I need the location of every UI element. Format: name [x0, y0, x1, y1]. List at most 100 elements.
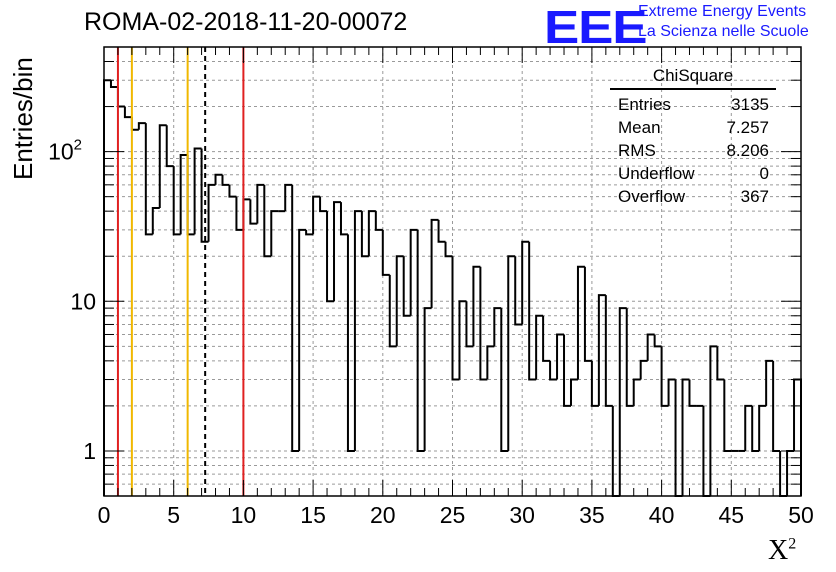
- histogram-bin: [430, 218, 439, 309]
- histogram-bin: [319, 196, 328, 213]
- stats-row-mean: Mean 7.257: [610, 116, 776, 139]
- histogram-bin: [528, 241, 537, 381]
- logo-tagline-1: Extreme Energy Events: [638, 3, 807, 20]
- y-axis-label: Entries/bin: [8, 57, 38, 180]
- eee-logo: EEE: [544, 1, 648, 53]
- histogram-bin: [514, 256, 523, 326]
- x-axis-label-base: X: [768, 535, 789, 566]
- histogram-bin: [479, 266, 488, 381]
- histogram-bin: [507, 255, 516, 451]
- stats-box: ChiSquare Entries 3135 Mean 7.257 RMS 8.206…: [610, 66, 776, 208]
- stats-row-entries: Entries 3135: [610, 93, 776, 116]
- histogram-bin: [312, 195, 321, 235]
- histogram-bin: [381, 229, 390, 276]
- histogram-bin: [158, 124, 167, 208]
- histogram-bin: [256, 183, 265, 224]
- stats-value: 3135: [731, 95, 769, 114]
- x-tick-label: 0: [98, 502, 111, 528]
- x-axis-label: X2: [768, 535, 796, 567]
- histogram-bin: [242, 198, 251, 230]
- histogram-bin: [590, 360, 599, 407]
- x-axis-label-sup: 2: [788, 535, 797, 553]
- y-tick-label: 1: [83, 438, 96, 464]
- histogram-bin: [151, 207, 160, 235]
- histogram-bin: [569, 378, 578, 406]
- histogram-bin: [758, 404, 767, 451]
- histogram-bin: [116, 87, 125, 108]
- stats-label: Entries: [618, 95, 671, 114]
- histogram-bin: [563, 334, 571, 407]
- histogram-bin: [298, 228, 307, 451]
- histogram-bin: [772, 360, 781, 452]
- histogram-bin: [263, 184, 272, 258]
- histogram-bin: [646, 333, 655, 361]
- histogram-bin: [186, 154, 195, 236]
- histogram-bin: [667, 378, 676, 406]
- histogram-bin: [423, 307, 432, 451]
- x-tick-label: 20: [370, 502, 396, 528]
- histogram-bin: [521, 240, 530, 325]
- histogram-bin: [751, 405, 760, 452]
- stats-value: 367: [740, 187, 769, 206]
- histogram-bin: [137, 122, 146, 130]
- histogram-bin: [576, 265, 585, 380]
- x-tick-label: 50: [788, 502, 814, 528]
- reference-lines: [116, 47, 245, 496]
- histogram-bin: [395, 255, 404, 347]
- stats-row-rms: RMS 8.206: [610, 139, 776, 162]
- histogram-bin: [333, 201, 341, 302]
- histogram-bin: [458, 300, 467, 380]
- histogram-bin: [103, 79, 111, 496]
- stats-value: 8.206: [726, 141, 769, 160]
- histogram-bin: [249, 199, 258, 225]
- stats-label: Overflow: [618, 187, 686, 206]
- histogram-bin: [542, 315, 551, 362]
- stats-label: Mean: [618, 118, 661, 137]
- histogram-bin: [688, 379, 697, 407]
- histogram-bin: [291, 184, 300, 452]
- histogram-bin: [402, 256, 411, 317]
- histogram-bin: [228, 184, 237, 198]
- histogram-bin: [681, 378, 690, 496]
- stats-label: Underflow: [618, 164, 695, 183]
- histogram-bin: [270, 210, 279, 257]
- histogram-bin: [632, 378, 641, 406]
- histogram-bin: [172, 166, 181, 236]
- logo-tagline-2: La Scienza nelle Scuole: [638, 23, 809, 40]
- histogram-bin: [409, 228, 418, 316]
- histogram-bin: [618, 307, 627, 496]
- histogram-bin: [493, 307, 502, 347]
- x-tick-label: 10: [231, 502, 257, 528]
- stats-row-overflow: Overflow 367: [610, 185, 776, 208]
- histogram-series: [103, 79, 802, 497]
- stats-value: 7.257: [726, 118, 769, 137]
- histogram-bin: [744, 404, 753, 451]
- y-tick-labels: 1 10 102: [48, 137, 96, 464]
- histogram-bin: [625, 308, 634, 407]
- x-tick-label: 30: [509, 502, 535, 528]
- y-tick-label: 102: [48, 137, 82, 165]
- histogram-bin: [346, 234, 355, 452]
- histogram-bin: [416, 229, 425, 452]
- histogram-bin: [556, 333, 565, 380]
- histogram-bin: [305, 229, 314, 236]
- histogram-bin: [486, 345, 495, 380]
- stats-label: RMS: [618, 141, 656, 160]
- histogram-bin: [437, 219, 446, 243]
- histogram-bin: [653, 334, 662, 348]
- histogram-bin: [472, 265, 481, 347]
- histogram-bin: [597, 294, 606, 406]
- histogram-bin: [235, 196, 244, 231]
- x-tick-label: 40: [649, 502, 675, 528]
- histogram-bin: [374, 211, 383, 231]
- histogram-bin: [535, 314, 544, 380]
- histogram-bin: [326, 211, 335, 303]
- histogram-bin: [500, 308, 509, 452]
- x-tick-label: 5: [167, 502, 180, 528]
- histogram-bin: [165, 125, 174, 168]
- histogram-bin: [660, 346, 669, 407]
- y-tick-label: 10: [70, 288, 96, 314]
- histogram-bin: [639, 359, 648, 380]
- x-tick-label: 15: [300, 502, 326, 528]
